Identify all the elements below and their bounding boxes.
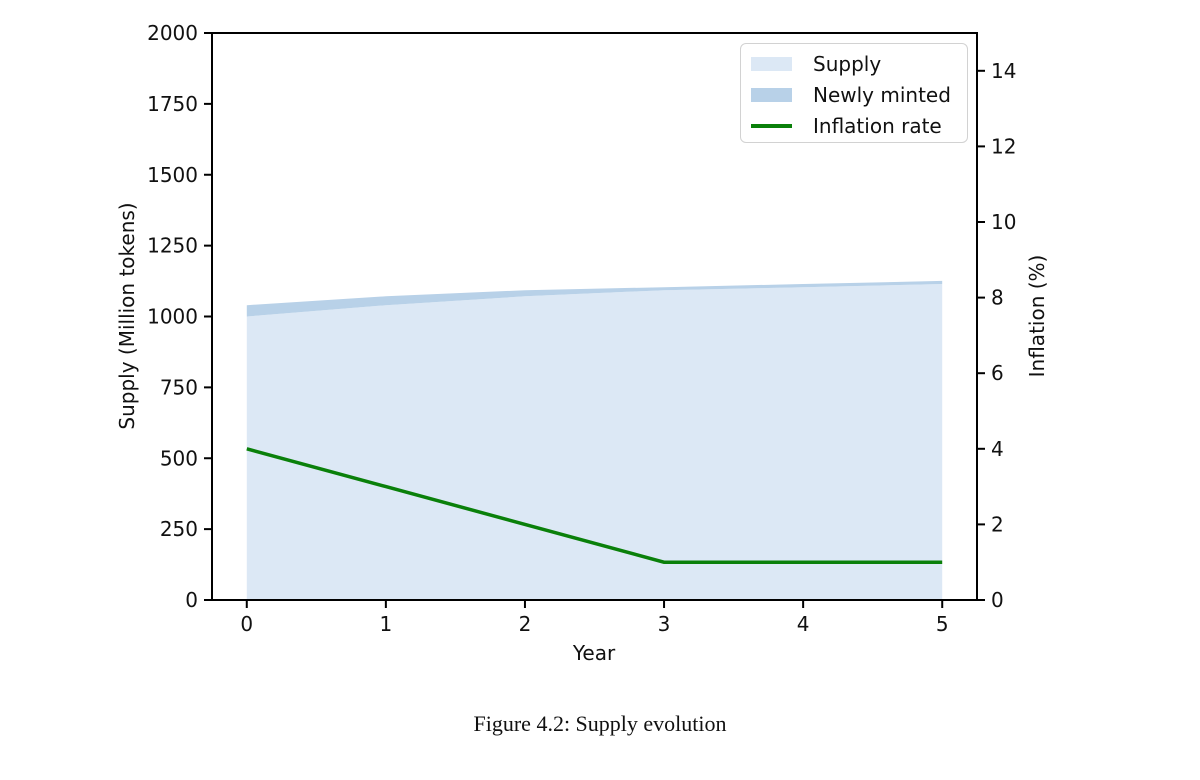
- legend-label-supply: Supply: [813, 51, 882, 76]
- left-axis-title: Supply (Million tokens): [115, 202, 139, 430]
- legend-label-newly-minted: Newly minted: [813, 82, 951, 107]
- legend-item-newly-minted: Newly minted: [751, 79, 967, 110]
- y-left-tick-label: 2000: [147, 21, 198, 45]
- y-left-tick-label: 1500: [147, 163, 198, 187]
- legend-item-inflation-rate: Inflation rate: [751, 110, 967, 141]
- y-right-tick-label: 6: [991, 361, 1004, 385]
- supply-area: [246, 284, 943, 600]
- x-tick-label: 2: [519, 612, 532, 636]
- y-axis-left: 0 250 500 750 1000 1250 1500 1750 2000: [147, 21, 212, 612]
- y-left-tick-label: 1750: [147, 92, 198, 116]
- y-right-tick-label: 2: [991, 512, 1004, 536]
- inflation-rate-line-icon: [751, 123, 792, 128]
- y-left-tick-label: 500: [160, 446, 198, 470]
- supply-swatch-icon: [751, 56, 792, 71]
- chart-legend: Supply Newly minted Inflation rate: [740, 43, 968, 143]
- newly-minted-area: [246, 280, 943, 317]
- y-left-tick-label: 750: [160, 375, 198, 399]
- y-left-tick-label: 1250: [147, 234, 198, 258]
- x-tick-label: 5: [936, 612, 949, 636]
- y-left-tick-label: 1000: [147, 305, 198, 329]
- y-axis-right: 0 2 4 6 8 10 12 14: [977, 59, 1016, 612]
- y-left-tick-label: 250: [160, 517, 198, 541]
- y-left-tick-label: 0: [185, 588, 198, 612]
- x-tick-label: 4: [797, 612, 810, 636]
- x-tick-label: 0: [240, 612, 253, 636]
- right-axis-title: Inflation (%): [1025, 254, 1049, 378]
- supply-evolution-chart: 0250500750100012501500175020000246810121…: [147, 21, 1016, 636]
- y-right-tick-label: 4: [991, 437, 1004, 461]
- y-right-tick-label: 8: [991, 286, 1004, 310]
- legend-item-supply: Supply: [751, 48, 967, 79]
- newly-minted-swatch-icon: [751, 87, 792, 102]
- inflation-line: [246, 447, 943, 564]
- y-right-tick-label: 14: [991, 59, 1016, 83]
- y-right-tick-label: 12: [991, 134, 1016, 158]
- y-right-tick-label: 10: [991, 210, 1016, 234]
- x-axis: 0 1 2 3 4 5: [240, 600, 949, 636]
- x-axis-title: Year: [572, 641, 616, 665]
- y-right-tick-label: 0: [991, 588, 1004, 612]
- x-tick-label: 3: [658, 612, 671, 636]
- x-tick-label: 1: [379, 612, 392, 636]
- legend-label-inflation-rate: Inflation rate: [813, 113, 942, 138]
- figure-caption: Figure 4.2: Supply evolution: [473, 711, 727, 736]
